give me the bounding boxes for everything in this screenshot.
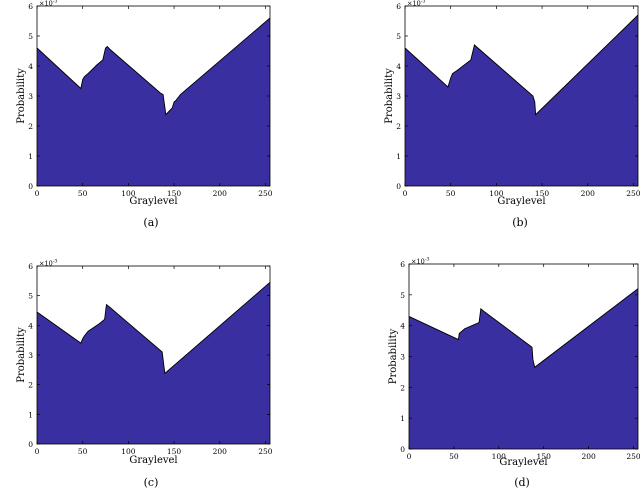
x-tick-label: 150 (167, 447, 182, 456)
x-axis-label: Graylevel (129, 196, 177, 207)
y-tick-label: 0 (400, 445, 405, 454)
histogram-area (37, 18, 270, 186)
y-exponent-power: -3 (425, 257, 430, 263)
x-tick-label: 250 (626, 189, 640, 198)
x-tick-label: 200 (581, 189, 596, 198)
histogram-outline (404, 14, 639, 116)
y-tick-label: 6 (400, 260, 405, 269)
x-tick-label: 150 (537, 452, 552, 461)
y-tick-label: 4 (396, 62, 401, 71)
x-axis-label: Graylevel (499, 457, 547, 468)
histogram-area (409, 288, 638, 449)
histogram-outline (36, 17, 271, 116)
x-tick-label: 50 (446, 189, 456, 198)
y-tick-label: 6 (396, 2, 401, 11)
x-tick-label: 150 (535, 189, 550, 198)
x-tick-label: 0 (403, 189, 408, 198)
x-tick-label: 200 (213, 189, 228, 198)
y-tick-label: 0 (396, 182, 401, 191)
x-tick-label: 50 (78, 447, 88, 456)
x-tick-label: 250 (258, 189, 273, 198)
y-tick-label: 5 (400, 291, 405, 300)
chart-b: 0 50 100 150 200 250 0 1 2 3 4 5 6 ×10-3 Graylevel Prob… (384, 0, 640, 229)
subfigure-caption: (b) (512, 216, 528, 229)
y-exponent-base: ×10 (407, 0, 421, 8)
y-axis-label: Probability (388, 328, 399, 384)
histogram-outline (408, 288, 639, 369)
x-tick-label: 200 (213, 447, 228, 456)
x-tick-label: 100 (489, 189, 504, 198)
y-exponent-power: -3 (53, 0, 58, 5)
y-tick-label: 6 (28, 262, 33, 271)
y-exponent-power: -3 (53, 259, 58, 265)
x-tick-label: 0 (35, 189, 40, 198)
y-tick-label: 2 (396, 122, 401, 131)
chart-c: 0 50 100 150 200 250 0 1 2 3 4 5 6 ×10-3 Graylevel Prob… (16, 259, 273, 490)
y-tick-label: 5 (28, 32, 33, 41)
x-axis-label: Graylevel (129, 455, 177, 466)
y-tick-label: 0 (28, 182, 33, 191)
x-tick-label: 0 (407, 452, 412, 461)
subfigure-caption: (d) (514, 476, 530, 489)
y-tick-label: 4 (28, 62, 33, 71)
x-tick-label: 0 (35, 447, 40, 456)
y-tick-label: 4 (28, 321, 33, 330)
x-tick-label: 100 (121, 189, 136, 198)
y-exponent-label: ×10-3 (39, 259, 58, 268)
y-tick-label: 5 (396, 32, 401, 41)
y-tick-label: 3 (28, 92, 33, 101)
y-tick-label: 2 (28, 122, 33, 131)
x-tick-label: 100 (121, 447, 136, 456)
y-axis-label: Probability (16, 327, 27, 383)
y-exponent-base: ×10 (411, 258, 425, 266)
y-axis-label: Probability (384, 68, 395, 124)
y-tick-label: 1 (28, 152, 33, 161)
histogram-outline (36, 281, 271, 375)
histogram-area (37, 282, 270, 444)
x-tick-label: 50 (78, 189, 88, 198)
y-tick-label: 3 (28, 351, 33, 360)
y-tick-label: 3 (400, 353, 405, 362)
chart-d: 0 50 100 150 200 250 0 1 2 3 4 5 6 ×10-3 Graylevel Prob… (388, 257, 640, 490)
y-exponent-base: ×10 (39, 0, 53, 8)
x-axis-label: Graylevel (497, 196, 545, 207)
y-tick-label: 4 (400, 322, 405, 331)
chart-a: 0 50 100 150 200 250 0 1 2 3 4 5 6 ×10-3 Graylevel Prob… (16, 0, 273, 229)
y-exponent-label: ×10-3 (411, 257, 430, 266)
subfigure-caption: (c) (144, 476, 159, 489)
y-tick-label: 2 (400, 383, 405, 392)
y-exponent-label: ×10-3 (407, 0, 426, 8)
y-axis-label: Probability (16, 68, 27, 124)
x-tick-label: 150 (167, 189, 182, 198)
y-tick-label: 1 (396, 152, 401, 161)
y-exponent-base: ×10 (39, 260, 53, 268)
y-exponent-label: ×10-3 (39, 0, 58, 8)
x-tick-label: 100 (492, 452, 507, 461)
x-tick-label: 250 (258, 447, 273, 456)
y-tick-label: 6 (28, 2, 33, 11)
y-exponent-power: -3 (421, 0, 426, 5)
y-tick-label: 2 (28, 381, 33, 390)
x-tick-label: 250 (626, 452, 640, 461)
subfigure-caption: (a) (143, 216, 158, 229)
y-tick-label: 1 (28, 410, 33, 419)
y-tick-label: 0 (28, 440, 33, 449)
y-tick-label: 3 (396, 92, 401, 101)
histogram-area (405, 15, 638, 186)
y-tick-label: 1 (400, 414, 405, 423)
x-tick-label: 50 (449, 452, 459, 461)
x-tick-label: 200 (581, 452, 596, 461)
y-tick-label: 5 (28, 292, 33, 301)
